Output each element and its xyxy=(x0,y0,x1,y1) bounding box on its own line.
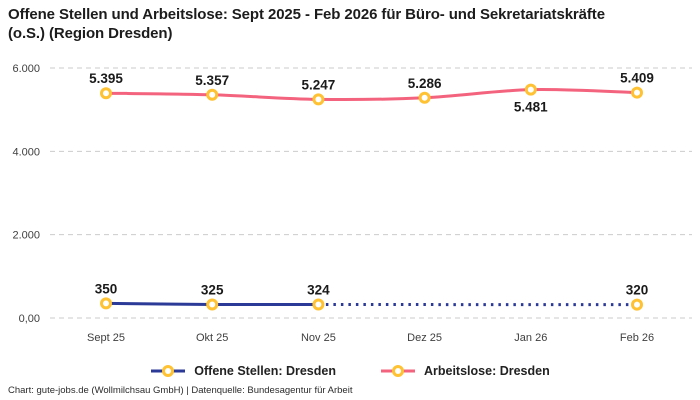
x-axis-tick-label: Sept 25 xyxy=(87,332,125,344)
line-marker-icon xyxy=(151,365,186,377)
data-point-label: 5.286 xyxy=(408,76,442,91)
data-point-label: 5.395 xyxy=(89,71,123,86)
y-axis-tick-label: 2.000 xyxy=(12,230,40,242)
x-axis-tick-label: Jan 26 xyxy=(514,332,547,344)
data-point-label: 5.357 xyxy=(195,73,229,88)
data-point-marker xyxy=(100,297,112,310)
attribution-text: Chart: gute-jobs.de (Wollmilchsau GmbH) … xyxy=(8,385,353,396)
y-axis-tick-label: 6.000 xyxy=(12,63,40,75)
data-point-marker xyxy=(100,87,112,100)
chart-canvas: 6.000 4.000 2.000 0,00 Sept 25 Okt 25 Nov 25 De… xyxy=(12,63,692,344)
chart-title: Offene Stellen und Arbeitslose: Sept 202… xyxy=(8,6,605,43)
x-axis-tick-label: Dez 25 xyxy=(407,332,442,344)
legend-item-arbeitslose: Arbeitslose: Dresden xyxy=(380,364,550,378)
x-axis-tick-label: Feb 26 xyxy=(620,332,654,344)
data-point-label: 320 xyxy=(626,283,649,298)
line-marker-icon xyxy=(380,365,415,377)
data-point-marker xyxy=(631,298,643,311)
data-point-label: 5.247 xyxy=(302,77,336,92)
data-point-marker xyxy=(206,298,219,311)
data-point-label: 5.481 xyxy=(514,100,548,115)
data-point-label: 325 xyxy=(201,282,224,297)
data-point-marker xyxy=(418,91,431,104)
data-point-marker xyxy=(312,298,325,311)
data-point-marker xyxy=(312,93,325,106)
data-point-label: 5.409 xyxy=(620,71,654,86)
series-line xyxy=(104,87,639,102)
legend-label-arbeitslose: Arbeitslose: Dresden xyxy=(423,364,550,378)
legend-item-offene-stellen: Offene Stellen: Dresden xyxy=(150,364,336,378)
y-axis-tick-label: 0,00 xyxy=(19,313,40,325)
data-point-label: 350 xyxy=(95,281,118,296)
data-point-marker xyxy=(206,88,219,101)
data-point-marker xyxy=(631,86,643,99)
x-axis-tick-label: Nov 25 xyxy=(301,332,336,344)
chart-legend: Offene Stellen: Dresden Arbeitslose: Dre… xyxy=(0,361,700,381)
y-axis-tick-label: 4.000 xyxy=(12,146,40,158)
legend-label-offene-stellen: Offene Stellen: Dresden xyxy=(194,364,336,378)
x-axis-tick-label: Okt 25 xyxy=(196,332,228,344)
data-point-label: 324 xyxy=(307,283,330,298)
data-point-marker xyxy=(524,83,537,96)
